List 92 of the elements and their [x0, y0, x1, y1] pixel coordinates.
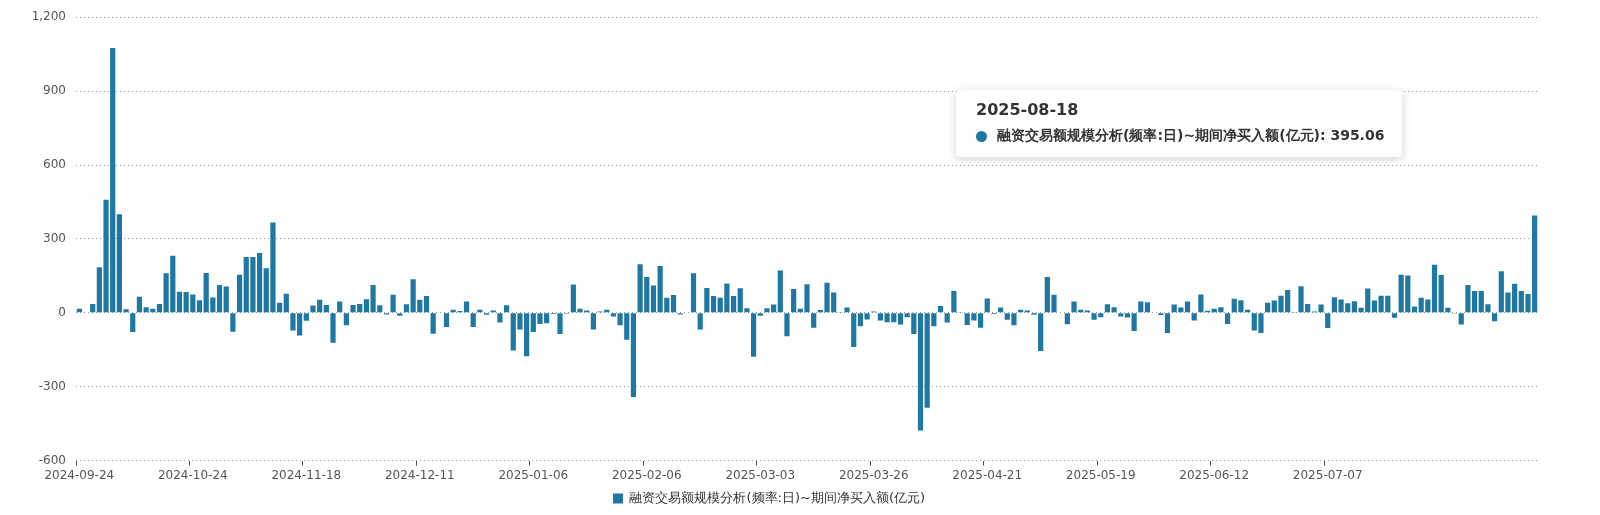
- bar: [1391, 313, 1398, 318]
- bar: [403, 304, 410, 313]
- bar: [730, 296, 737, 313]
- bar: [176, 291, 183, 313]
- bar: [670, 295, 677, 313]
- y-tick-label: 1,200: [31, 9, 66, 24]
- bar: [1224, 313, 1231, 324]
- bar: [1191, 313, 1197, 321]
- bar: [430, 313, 436, 334]
- bar: [1371, 300, 1378, 313]
- bar: [1131, 313, 1137, 332]
- bar: [1492, 313, 1498, 322]
- bar: [690, 273, 697, 313]
- bar: [750, 313, 757, 357]
- bar: [897, 313, 904, 325]
- bar: [303, 313, 309, 321]
- bar: [423, 296, 430, 313]
- bar: [851, 313, 857, 348]
- bar: [784, 313, 790, 337]
- x-tick-label: 2025-03-03: [725, 467, 796, 482]
- bar: [230, 313, 236, 332]
- bar: [844, 307, 850, 313]
- x-tick-label: 2024-12-11: [384, 467, 455, 482]
- y-tick-label: 300: [43, 231, 66, 246]
- bar: [343, 313, 349, 326]
- x-tick-label: 2025-01-06: [498, 467, 569, 482]
- y-tick-label: -600: [38, 452, 66, 467]
- bar: [470, 313, 476, 328]
- y-tick-label: 600: [43, 157, 66, 172]
- bar: [877, 313, 884, 321]
- y-tick-label: 900: [43, 83, 66, 98]
- bar: [1184, 301, 1191, 313]
- annotation: 2025-08-18: [976, 100, 1080, 119]
- x-tick-label: 2024-10-24: [157, 467, 228, 482]
- bar: [503, 305, 510, 313]
- bar: [130, 313, 136, 333]
- bar: [1138, 301, 1144, 313]
- bar: [397, 313, 403, 316]
- x-tick-label: 2025-07-07: [1292, 467, 1363, 482]
- bar: [1164, 313, 1171, 333]
- bar: [1144, 302, 1151, 313]
- bar: [443, 313, 450, 328]
- bar: [917, 313, 924, 431]
- bar: [710, 296, 717, 313]
- bar: [590, 313, 596, 330]
- bar: [777, 270, 783, 313]
- x-tick-label: 2025-02-06: [611, 467, 682, 482]
- y-tick-label: -300: [38, 378, 66, 393]
- bar: [390, 294, 396, 313]
- bar: [998, 307, 1004, 313]
- legend-label: 融资交易额规模分析(频率:日)~期间净买入额(亿元): [629, 489, 926, 505]
- x-tick-label: 2024-09-24: [44, 467, 115, 482]
- bar: [1124, 313, 1131, 318]
- bar: [650, 285, 657, 313]
- bar: [1198, 294, 1204, 313]
- bar: [757, 313, 763, 316]
- bar: [984, 298, 990, 313]
- x-tick-label: 2025-05-19: [1065, 467, 1136, 482]
- x-tick-label: 2025-03-26: [838, 467, 909, 482]
- bar: [704, 287, 710, 313]
- bar: [216, 284, 223, 313]
- x-tick-label: 2025-06-12: [1179, 467, 1250, 482]
- bar: [90, 303, 96, 313]
- bar: [497, 313, 503, 323]
- bar: [1265, 302, 1271, 313]
- x-tick-label: 2024-11-18: [271, 467, 342, 482]
- annotation: 融资交易额规模分析(频率:日)~期间净买入额(亿元): 395.06: [997, 127, 1385, 145]
- bar: [1411, 306, 1418, 313]
- bar: [977, 313, 984, 328]
- bar: [283, 293, 289, 313]
- bar: [337, 301, 343, 313]
- bar: [196, 300, 203, 313]
- bar: [937, 305, 944, 313]
- bar: [630, 313, 637, 398]
- bar: [1064, 313, 1070, 325]
- bar: [330, 313, 336, 343]
- bar: [223, 286, 229, 313]
- bar: [1431, 264, 1438, 313]
- bar: [463, 301, 470, 313]
- x-tick-label: 2025-04-21: [952, 467, 1023, 482]
- bar: [791, 288, 797, 313]
- bar: [697, 313, 703, 330]
- bar: [156, 303, 163, 313]
- y-tick-label: 0: [58, 304, 66, 319]
- bar: [951, 291, 957, 313]
- bar: [236, 274, 243, 313]
- bar: [1458, 313, 1464, 325]
- bar: [1325, 313, 1331, 329]
- bar: [944, 313, 950, 323]
- bar: [1318, 304, 1324, 313]
- bar: [323, 304, 329, 313]
- bar: [811, 313, 817, 328]
